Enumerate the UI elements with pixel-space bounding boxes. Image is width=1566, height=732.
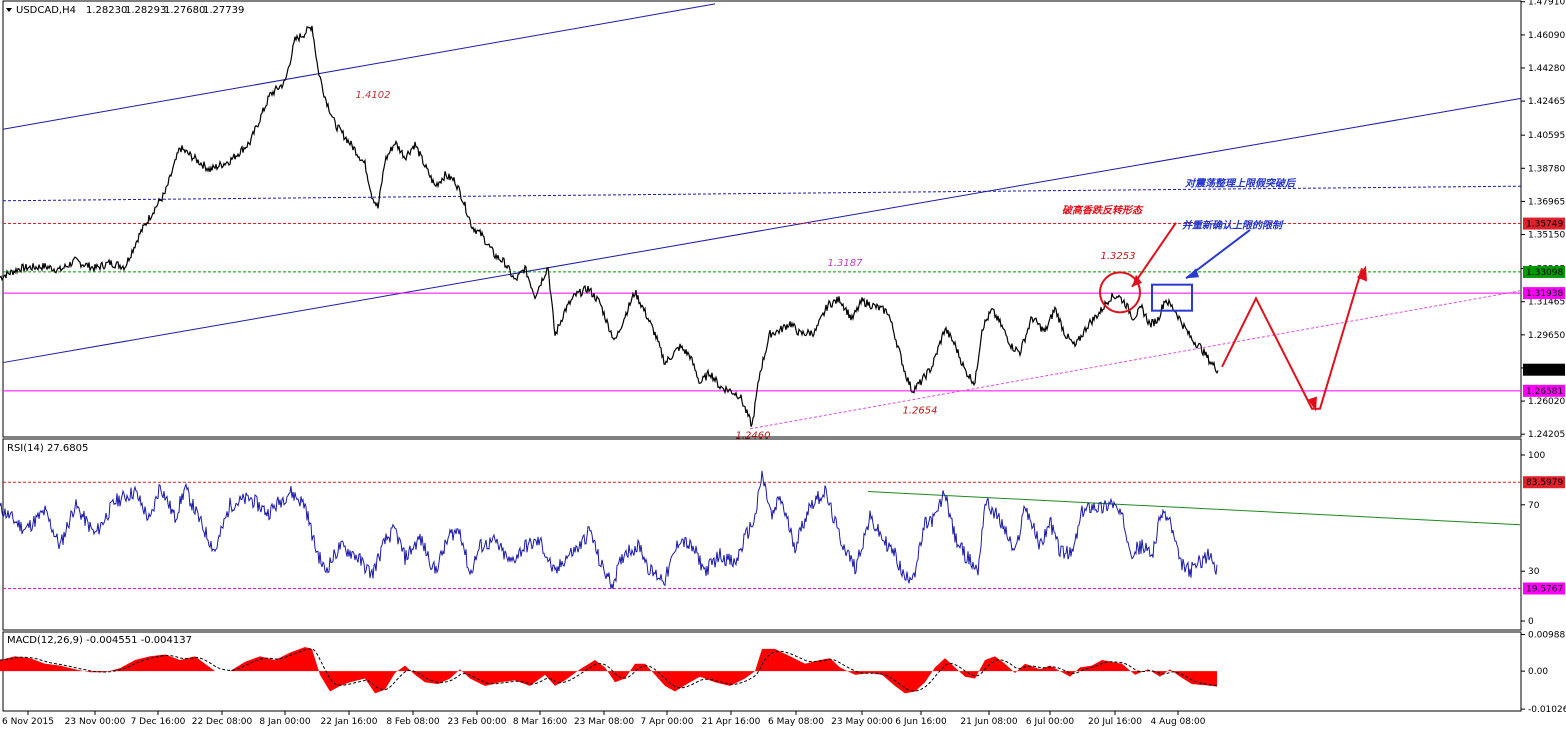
rsi-level-tag	[1523, 476, 1565, 489]
price-tick-label: 1.44280	[1528, 64, 1565, 74]
red-arrowhead-icon	[1132, 274, 1142, 287]
price-annotation: 1.3187	[828, 258, 864, 269]
macd-tick-label: 0.009883	[1528, 631, 1566, 641]
rsi-tick-label: 30	[1528, 567, 1540, 577]
price-tick-label: 1.47910	[1528, 0, 1565, 8]
time-tick-label: 4 Aug 08:00	[1151, 717, 1206, 727]
macd-tick-label: 0.00	[1528, 667, 1548, 677]
time-tick-label: 7 Apr 00:00	[641, 717, 694, 727]
symbol-label: USDCAD,H4	[16, 5, 76, 16]
macd-signal-line	[0, 648, 1218, 692]
false-breakout-circle[interactable]	[1099, 271, 1141, 314]
low-label-bg	[728, 444, 778, 455]
down-arrowhead-icon	[1308, 396, 1317, 412]
time-tick-label: 21 Jun 08:00	[960, 717, 1017, 727]
rsi-series-line	[0, 470, 1218, 590]
time-tick-label: 23 Nov 00:00	[65, 717, 126, 727]
rsi-level-tag-label: 83.5979	[1526, 478, 1563, 488]
price-level-tag-label: 1.31938	[1526, 289, 1563, 299]
chinese-note: 对震荡整理上限假突破后	[1185, 178, 1297, 190]
price-tick-label: 1.29650	[1528, 331, 1565, 341]
price-tick-label: 1.31465	[1528, 298, 1565, 308]
channel-lower-line[interactable]	[2, 97, 1522, 364]
time-tick-label: 8 Mar 16:00	[513, 717, 568, 727]
projected-path[interactable]	[1221, 267, 1363, 410]
red-annotation-arrow[interactable]	[1131, 222, 1177, 288]
time-tick-label: 20 Jul 16:00	[1088, 717, 1142, 727]
price-annotation: 1.2654	[903, 405, 938, 416]
up-arrowhead-icon	[1357, 265, 1367, 282]
ohlc-high: 1.28293	[125, 5, 166, 16]
price-tick-label: 1.38780	[1528, 164, 1565, 174]
rsi-level-tag	[1523, 582, 1565, 595]
time-tick-label: 23 Mar 08:00	[574, 717, 634, 727]
rsi-level-tag-label: 19.5767	[1526, 585, 1563, 595]
macd-panel-frame	[2, 631, 1522, 712]
price-level-tag	[1523, 363, 1565, 376]
price-annotation: 1.4102	[356, 90, 391, 101]
price-annotation: 1.3253	[1101, 251, 1136, 262]
ohlc-close: 1.27739	[203, 5, 244, 16]
price-level-tag	[1523, 217, 1565, 230]
rsi-panel-frame	[2, 438, 1522, 631]
price-level-tag-label: 1.26581	[1526, 387, 1563, 397]
chinese-note: 破高香跌反转形态	[1062, 205, 1144, 217]
time-tick-label: 6 May 08:00	[768, 717, 824, 727]
rsi-trend-line[interactable]	[867, 491, 1521, 526]
blue-dotted-line[interactable]	[2, 185, 1522, 202]
price-tick-label: 1.42465	[1528, 97, 1565, 107]
ohlc-low: 1.27680	[164, 5, 205, 16]
price-level-tag-label: 1.33098	[1526, 268, 1563, 278]
price-tick-label: 1.24205	[1528, 430, 1565, 440]
time-tick-label: 21 Apr 16:00	[702, 717, 761, 727]
blue-arrowhead-icon	[1186, 268, 1199, 279]
macd-label: MACD(12,26,9) -0.004551 -0.004137	[7, 635, 192, 646]
ohlc-open: 1.28230	[86, 5, 127, 16]
rsi-label: RSI(14) 27.6805	[7, 443, 88, 454]
support-trend-dotted-line[interactable]	[749, 290, 1521, 430]
time-tick-label: 22 Dec 08:00	[192, 717, 253, 727]
chinese-note: 并重新确认上限的限制	[1182, 220, 1284, 232]
price-annotation: 1.2460	[736, 430, 771, 441]
price-series-line	[0, 25, 1219, 427]
time-tick-label: 22 Jan 16:00	[321, 717, 378, 727]
price-panel-frame	[2, 0, 1522, 438]
price-level-tag-label: 1.35749	[1526, 220, 1563, 230]
time-tick-label: 7 Dec 16:00	[131, 717, 186, 727]
time-tick-label: 6 Jun 16:00	[895, 717, 947, 727]
time-tick-label: 6 Jul 00:00	[1026, 717, 1075, 727]
rsi-tick-label: 100	[1528, 451, 1545, 461]
macd-tick-label: -0.010261	[1528, 705, 1566, 715]
time-tick-label: 8 Jan 00:00	[259, 717, 311, 727]
time-tick-label: 23 May 00:00	[831, 717, 893, 727]
price-tick-label: 1.40595	[1528, 131, 1565, 141]
blue-annotation-arrow[interactable]	[1185, 229, 1251, 280]
dropdown-triangle-icon[interactable]	[6, 8, 12, 12]
time-tick-label: 8 Feb 08:00	[386, 717, 440, 727]
price-tick-label: 1.26020	[1528, 397, 1565, 407]
time-tick-label: 23 Feb 00:00	[447, 717, 506, 727]
rsi-tick-label: 70	[1528, 501, 1540, 511]
price-level-tag	[1523, 384, 1565, 397]
price-level-tag-label: 1.27739	[1526, 366, 1563, 376]
price-tick-label: 1.46090	[1528, 31, 1565, 41]
rsi-tick-label: 0	[1528, 617, 1534, 627]
channel-upper-line[interactable]	[2, 3, 716, 130]
price-tick-label: 1.36965	[1528, 197, 1565, 207]
price-level-tag	[1523, 287, 1565, 300]
macd-histogram	[0, 647, 1217, 694]
price-tick-label: 1.35150	[1528, 231, 1565, 241]
time-tick-label: 6 Nov 2015	[2, 717, 54, 727]
retest-box[interactable]	[1151, 283, 1193, 312]
price-level-tag	[1523, 265, 1565, 278]
